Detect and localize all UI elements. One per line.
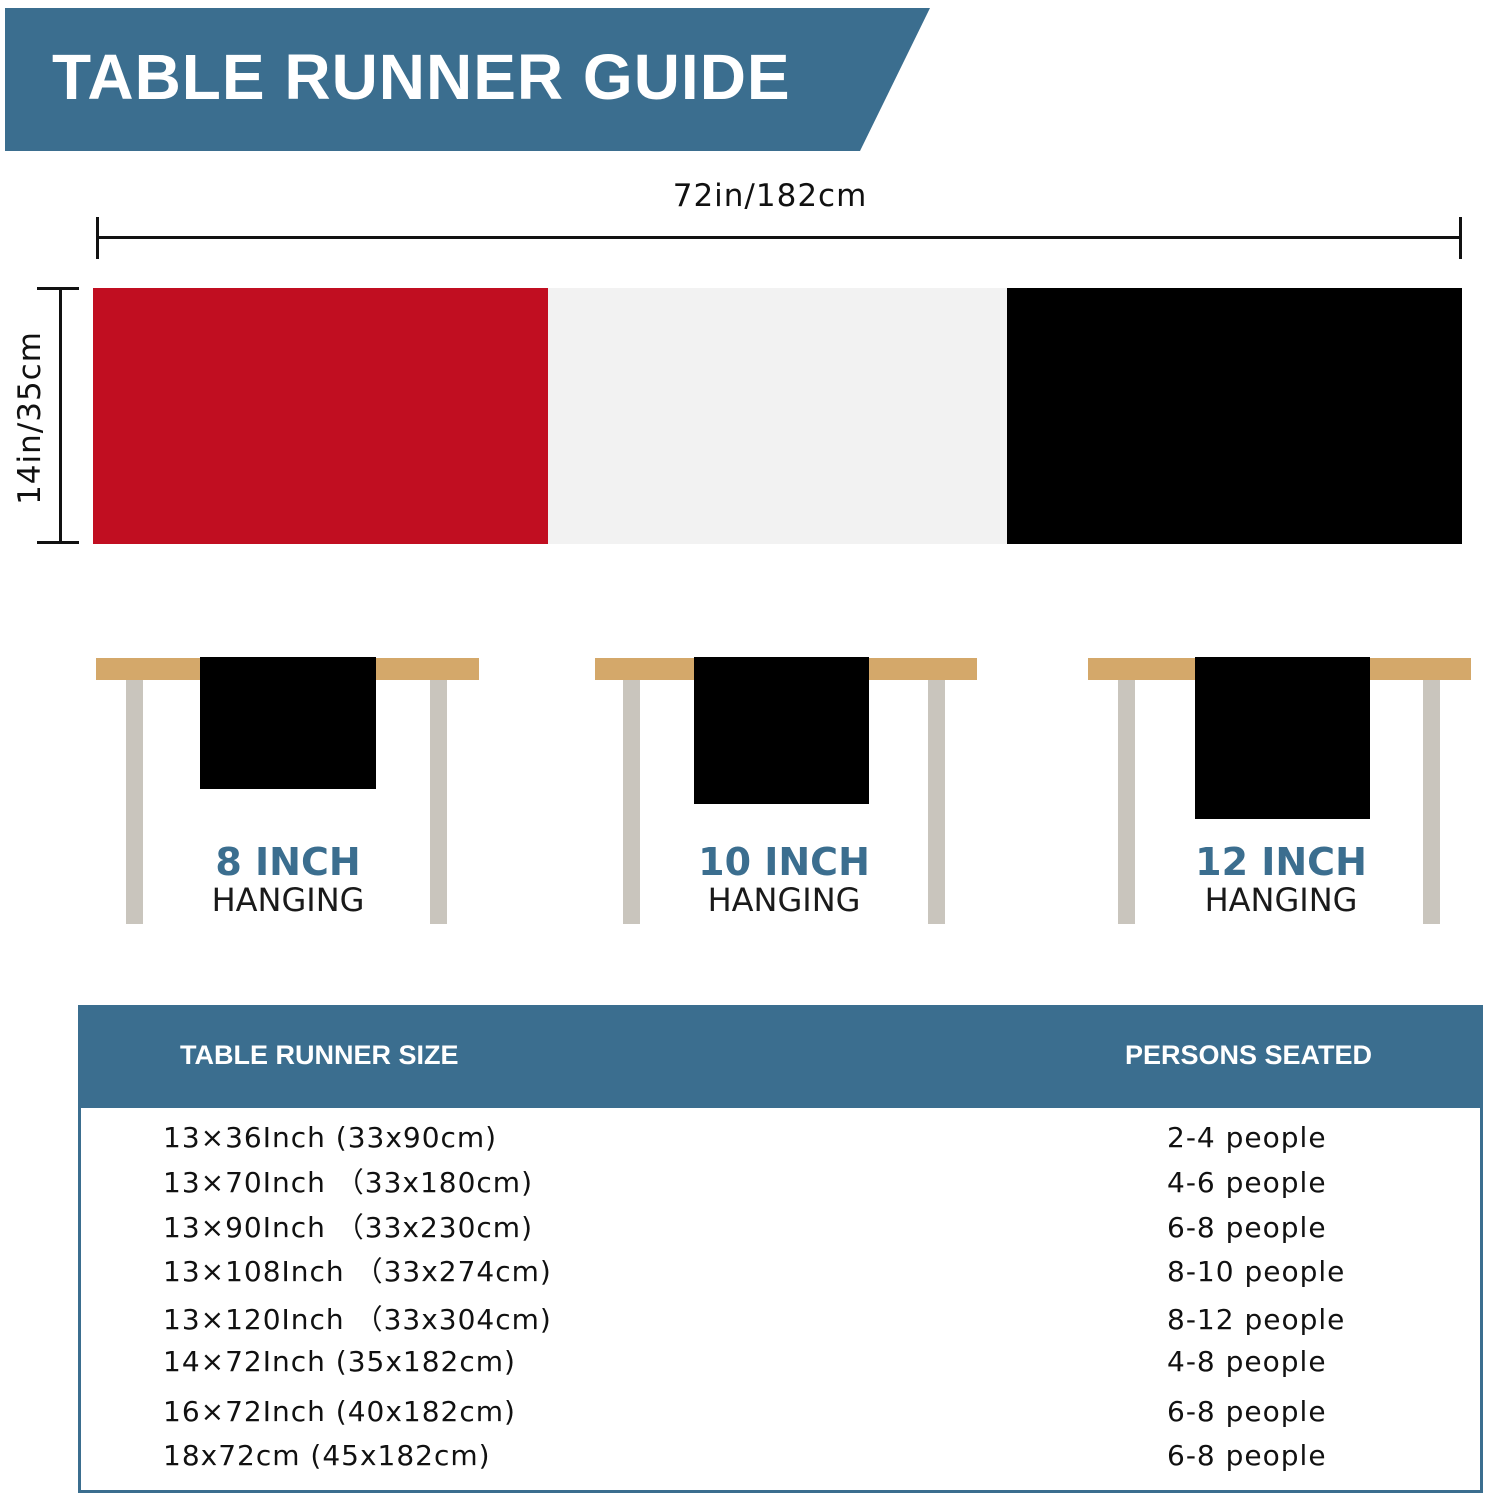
runner-size-cell: 13×36Inch (33x90cm) [163,1121,498,1154]
persons-seated-cell: 6-8 people [1167,1395,1327,1428]
hanging-label: HANGING [211,881,365,919]
runner-hanging-8in [200,657,376,789]
runner-white-section [548,288,1007,544]
runner-size-cell: 13×108Inch （33x274cm) [163,1255,552,1288]
hanging-size-10: 10 INCH [698,840,870,884]
runner-red-section [93,288,548,544]
table-leg [126,680,143,924]
persons-seated-cell: 8-12 people [1167,1303,1346,1336]
runner-black-section [1007,288,1462,544]
persons-seated-cell: 4-8 people [1167,1345,1327,1378]
width-tick-top [37,287,79,290]
persons-seated-cell: 2-4 people [1167,1121,1327,1154]
runner-size-cell: 13×70Inch （33x180cm) [163,1166,534,1199]
persons-seated-cell: 6-8 people [1167,1439,1327,1472]
runner-size-cell: 14×72Inch (35x182cm) [163,1345,516,1378]
header-persons: PERSONS SEATED [1125,1040,1373,1070]
length-tick-right [1459,217,1462,259]
width-label: 14in/35cm [12,331,48,505]
hanging-size-12: 12 INCH [1195,840,1367,884]
length-label: 72in/182cm [672,178,868,214]
header-size: TABLE RUNNER SIZE [180,1040,459,1070]
table-leg [1423,680,1440,924]
title-banner [5,8,930,151]
table-leg [430,680,447,924]
page-title: TABLE RUNNER GUIDE [52,41,791,113]
persons-seated-cell: 6-8 people [1167,1211,1327,1244]
runner-size-cell: 18x72cm (45x182cm) [163,1439,491,1472]
length-tick-left [96,217,99,259]
width-dimension-line [59,288,62,544]
table-leg [623,680,640,924]
hanging-label: HANGING [1204,881,1358,919]
persons-seated-cell: 4-6 people [1167,1166,1327,1199]
size-table-header [78,1005,1483,1108]
table-leg [928,680,945,924]
runner-size-cell: 13×120Inch （33x304cm) [163,1303,552,1336]
hanging-size-8: 8 INCH [215,840,361,884]
runner-size-cell: 16×72Inch (40x182cm) [163,1395,516,1428]
table-leg [1118,680,1135,924]
hanging-label: HANGING [707,881,861,919]
runner-hanging-10in [694,657,869,804]
runner-size-cell: 13×90Inch （33x230cm) [163,1211,534,1244]
width-tick-bottom [37,541,79,544]
length-dimension-line [97,236,1461,239]
persons-seated-cell: 8-10 people [1167,1255,1346,1288]
runner-hanging-12in [1195,657,1370,819]
